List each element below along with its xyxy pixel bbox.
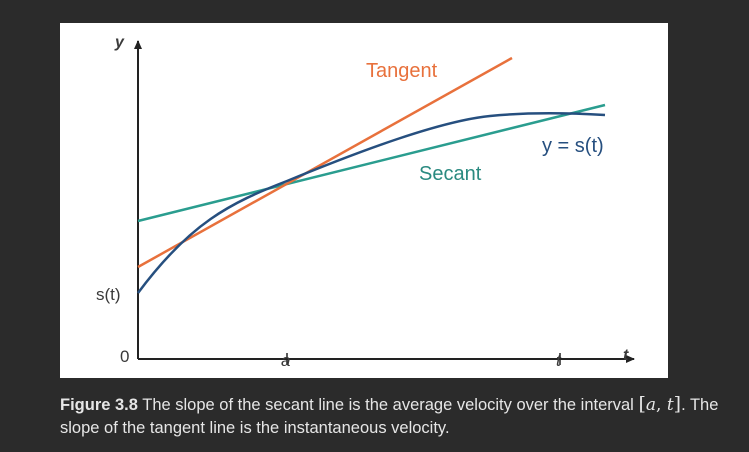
position-curve	[136, 112, 606, 294]
interval-comma: ,	[656, 395, 667, 415]
a-tick-label: a	[281, 351, 290, 370]
interval-a: a	[645, 395, 656, 415]
secant-line	[137, 103, 606, 223]
origin-label: 0	[120, 347, 129, 366]
figure-panel: y t 0 s(t) a t Tangent Secant y = s(t)	[60, 23, 668, 378]
tangent-label: Tangent	[366, 60, 438, 82]
caption-text-part2: . The slope of the tangent line is the i…	[60, 396, 719, 437]
y-axis-label: y	[114, 34, 125, 51]
interval-open-bracket: [	[638, 393, 646, 415]
tangent-line	[137, 56, 513, 269]
figure-caption: Figure 3.8 The slope of the secant line …	[60, 393, 720, 440]
curve-label: y = s(t)	[542, 135, 604, 157]
caption-text-part1: The slope of the secant line is the aver…	[137, 396, 639, 414]
t-tick-label: t	[556, 351, 562, 370]
t-axis-label: t	[623, 347, 629, 364]
interval-close-bracket: ]	[673, 393, 682, 415]
interval-t: t	[666, 395, 674, 415]
s-t-label: s(t)	[96, 285, 121, 304]
secant-label: Secant	[419, 163, 482, 185]
figure-number: Figure 3.8	[60, 396, 138, 414]
velocity-diagram: y t 0 s(t) a t Tangent Secant y = s(t)	[96, 34, 635, 370]
